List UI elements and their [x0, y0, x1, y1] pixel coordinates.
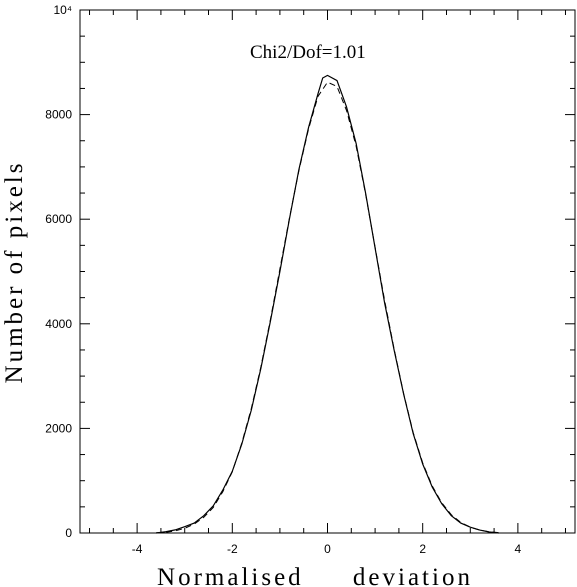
plot-frame: [79, 9, 576, 534]
x-tick-label: 4: [515, 542, 522, 556]
x-tick-label: 0: [324, 542, 331, 556]
y-tick-label: 10⁴: [53, 3, 72, 17]
chi2-annotation: Chi2/Dof=1.01: [250, 42, 366, 63]
axis-ticks: [80, 9, 575, 534]
tick-labels: -4 -2 0 2 4 0 2000 4000 6000 8000 10⁴: [45, 3, 521, 556]
y-axis-title: Number of pixels: [1, 161, 28, 384]
x-tick-label: -2: [227, 542, 238, 556]
y-tick-label: 2000: [45, 421, 72, 435]
x-tick-label: -4: [132, 542, 143, 556]
series-fit-curve: [156, 81, 499, 534]
y-tick-label: 6000: [45, 212, 72, 226]
y-tick-label: 8000: [45, 108, 72, 122]
x-axis-title: Normalised deviation: [157, 564, 473, 587]
y-tick-label: 4000: [45, 317, 72, 331]
x-tick-label: 2: [419, 542, 426, 556]
series-data-curve: [156, 74, 499, 534]
y-tick-label: 0: [65, 526, 72, 540]
